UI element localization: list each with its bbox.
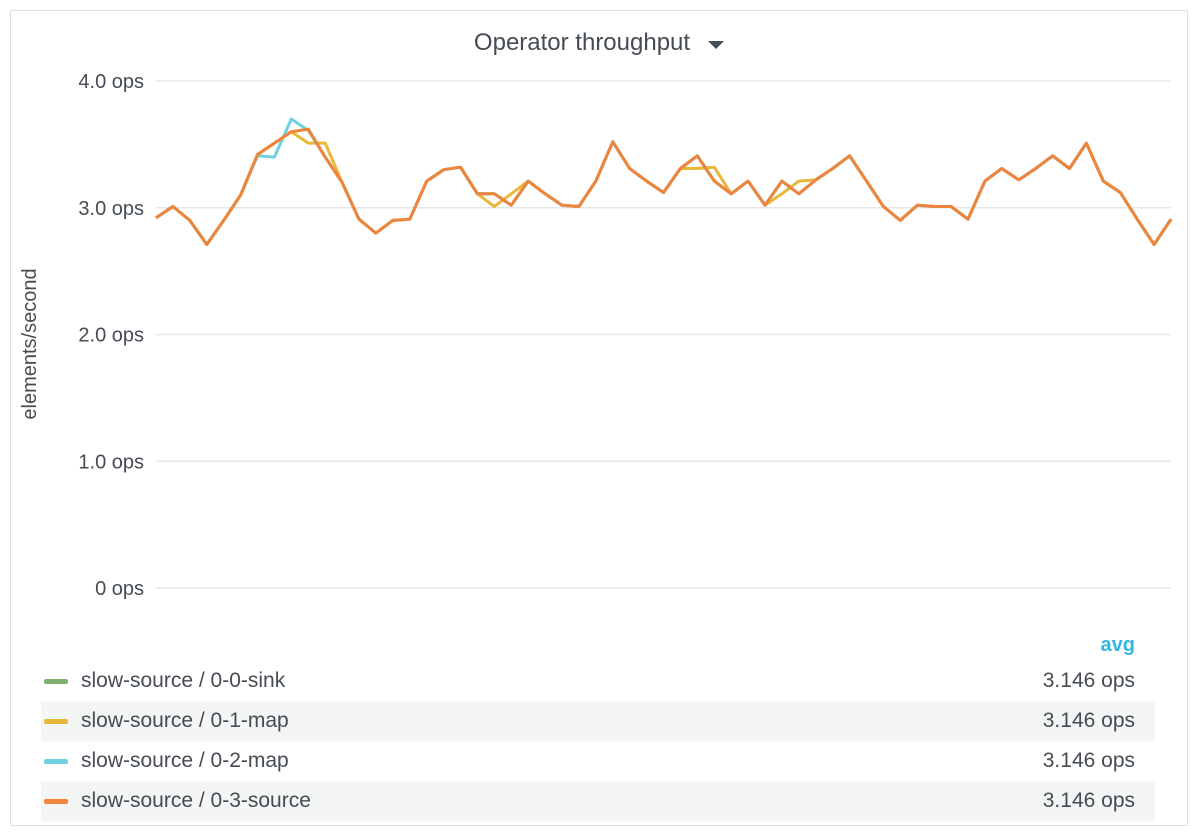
series-line-1[interactable] [155, 130, 1173, 246]
legend-item-avg: 3.146 ops [1042, 669, 1135, 692]
series-line-2[interactable] [155, 117, 1173, 246]
legend-avg-header[interactable]: avg [1100, 633, 1135, 656]
legend-swatch-icon[interactable] [44, 718, 68, 724]
series-line-0[interactable] [155, 127, 1173, 246]
legend: avg slow-source / 0-0-sink 3.146 ops slow-… [41, 621, 1155, 821]
legend-header: avg [41, 621, 1155, 661]
panel-title-menu[interactable]: Operator throughput [473, 29, 725, 57]
series-line-3[interactable] [155, 127, 1173, 246]
line-chart[interactable]: 4.0 ops 3.0 ops 2.0 ops 1.0 ops 0 ops elemen… [11, 11, 1187, 611]
legend-item-label[interactable]: slow-source / 0-3-source [81, 789, 311, 812]
graph-panel: Operator throughput 4.0 ops 3.0 ops 2.0 op… [10, 10, 1188, 826]
panel-header: Operator throughput [11, 29, 1187, 57]
legend-item[interactable]: slow-source / 0-2-map 3.146 ops [41, 741, 1155, 781]
legend-item-avg: 3.146 ops [1042, 749, 1135, 772]
legend-item-label[interactable]: slow-source / 0-2-map [81, 749, 289, 772]
y-tick-label: 2.0 ops [78, 325, 144, 347]
y-tick-label: 3.0 ops [78, 198, 144, 220]
legend-swatch-icon[interactable] [44, 798, 68, 804]
legend-item-series[interactable]: slow-source / 0-3-source [41, 789, 311, 813]
legend-item-series[interactable]: slow-source / 0-1-map [41, 709, 289, 733]
legend-item[interactable]: slow-source / 0-3-source 3.146 ops [41, 781, 1155, 821]
legend-item-avg: 3.146 ops [1042, 709, 1135, 732]
legend-swatch-icon[interactable] [44, 678, 68, 684]
y-tick-label: 0 ops [95, 578, 144, 600]
legend-item-label[interactable]: slow-source / 0-1-map [81, 709, 289, 732]
legend-item-label[interactable]: slow-source / 0-0-sink [81, 669, 286, 692]
legend-item-series[interactable]: slow-source / 0-0-sink [41, 669, 285, 693]
legend-item[interactable]: slow-source / 0-0-sink 3.146 ops [41, 661, 1155, 701]
y-tick-label: 4.0 ops [78, 71, 144, 93]
legend-swatch-icon[interactable] [44, 758, 68, 764]
legend-item-avg: 3.146 ops [1042, 789, 1135, 812]
legend-item-series[interactable]: slow-source / 0-2-map [41, 749, 289, 773]
y-axis: 4.0 ops 3.0 ops 2.0 ops 1.0 ops 0 ops [78, 71, 144, 600]
legend-rows: slow-source / 0-0-sink 3.146 ops slow-sour… [41, 661, 1155, 821]
y-tick-label: 1.0 ops [78, 451, 144, 473]
chart-grid [156, 80, 1171, 589]
chart-series [155, 117, 1173, 246]
legend-item[interactable]: slow-source / 0-1-map 3.146 ops [41, 701, 1155, 741]
caret-down-icon [708, 41, 725, 49]
y-axis-label: elements/second [19, 268, 41, 419]
panel-title: Operator throughput [473, 29, 691, 56]
